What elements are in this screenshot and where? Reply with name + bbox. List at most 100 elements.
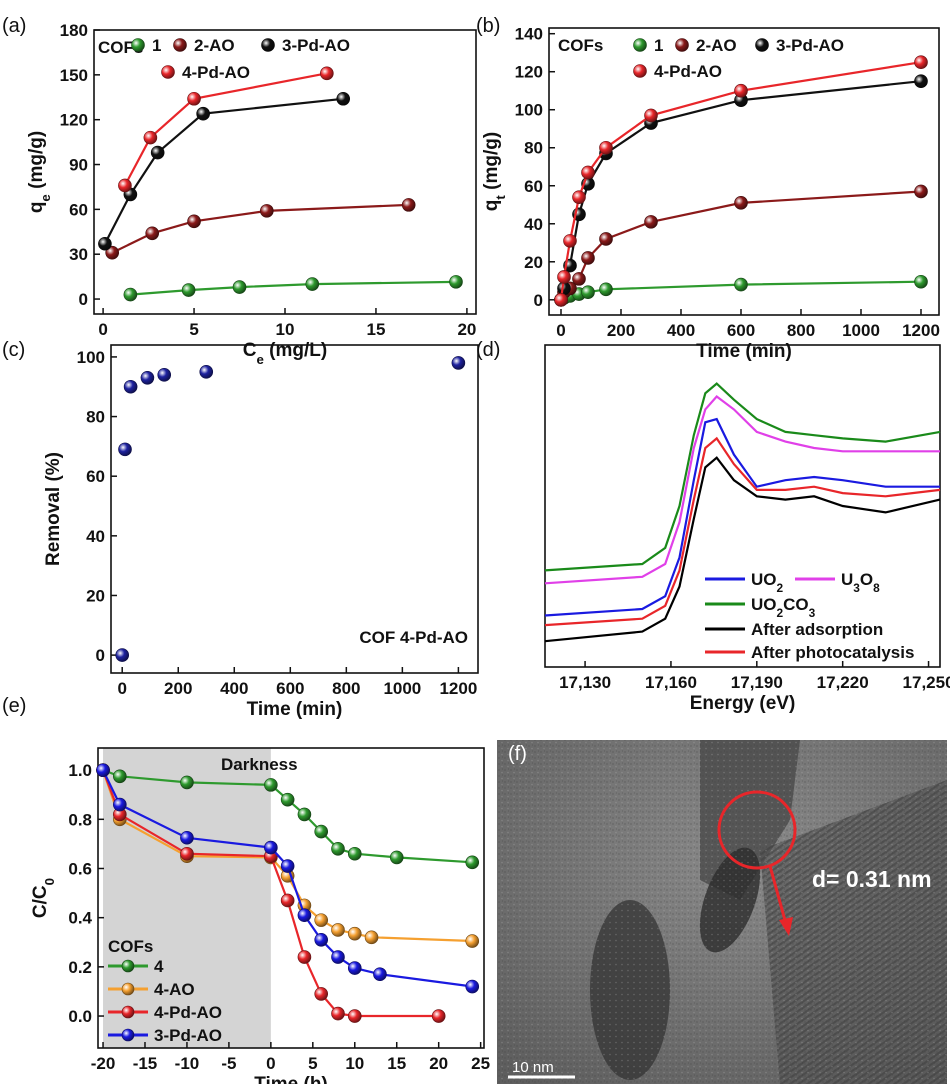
x-tick-label: 17,160 <box>645 673 697 692</box>
data-point <box>113 769 127 784</box>
x-tick-label: -20 <box>91 1054 116 1073</box>
data-point <box>145 226 160 241</box>
arrow <box>768 865 788 925</box>
fit-line <box>130 280 457 296</box>
y-tick-label: 60 <box>524 177 543 196</box>
legend-symbol <box>121 959 135 973</box>
plot-frame <box>548 27 940 316</box>
data-point <box>734 196 748 210</box>
legend-label: 4-Pd-AO <box>182 63 250 82</box>
data-point <box>280 859 295 873</box>
data-point <box>373 967 387 982</box>
y-tick-label: 0.2 <box>68 958 92 977</box>
y-axis-label-part: Removal (%) <box>43 452 64 566</box>
data-point <box>554 292 568 307</box>
x-axis-label: Time (min) <box>696 341 792 362</box>
data-point <box>347 926 362 941</box>
legend-symbol <box>173 38 187 52</box>
x-tick-label: 200 <box>164 679 192 698</box>
legend-title: COFs <box>108 937 153 956</box>
legend-label: 1 <box>654 36 663 55</box>
data-point <box>431 1009 446 1023</box>
x-axis-label-part: e <box>257 352 264 367</box>
arrow-head <box>779 917 793 936</box>
legend-label: 3-Pd-AO <box>154 1026 222 1045</box>
fit-line <box>103 97 344 245</box>
data-point <box>123 287 138 302</box>
x-tick-label: 0 <box>98 320 107 339</box>
x-tick-label: 17,250 <box>903 673 950 692</box>
y-tick-label: 20 <box>524 253 543 272</box>
legend-symbol <box>161 65 175 79</box>
data-point <box>336 91 351 106</box>
x-tick-label: 600 <box>727 321 755 340</box>
legend-label: 3-Pd-AO <box>282 36 350 55</box>
x-tick-label: 400 <box>220 679 248 698</box>
data-point <box>297 950 312 964</box>
data-point <box>465 855 480 870</box>
legend-label: 2-AO <box>696 36 737 55</box>
x-tick-label: 15 <box>387 1054 406 1073</box>
data-point <box>264 778 278 792</box>
data-point <box>572 190 586 204</box>
data-point <box>331 923 345 937</box>
x-axis-label-part: Time (min) <box>247 699 343 720</box>
data-point <box>734 277 748 292</box>
series-line <box>544 395 940 585</box>
y-tick-label: 60 <box>69 200 88 219</box>
fit-line <box>559 80 922 301</box>
legend-label: 3-Pd-AO <box>776 36 844 55</box>
legend-label-part: UO <box>751 595 777 614</box>
y-tick-label: 0.8 <box>68 810 92 829</box>
x-tick-label: 1000 <box>383 679 421 698</box>
y-tick-label: 80 <box>86 408 105 427</box>
y-tick-label: 120 <box>60 111 88 130</box>
legend-label: 4-AO <box>154 980 195 999</box>
data-point <box>347 846 362 861</box>
panel-label: (a) <box>2 15 26 37</box>
x-tick-label: 20 <box>429 1054 448 1073</box>
data-point <box>199 365 214 379</box>
x-tick-label: 20 <box>457 320 476 339</box>
y-tick-label: 60 <box>86 467 105 486</box>
y-tick-label: 0 <box>534 291 543 310</box>
data-point <box>331 950 345 964</box>
x-tick-label: -5 <box>221 1054 236 1073</box>
data-point <box>181 283 196 297</box>
x-tick-label: 400 <box>667 321 695 340</box>
y-axis-label-part: C/C <box>30 885 51 918</box>
data-point <box>180 775 194 790</box>
y-axis-label-part: 0 <box>42 878 57 885</box>
y-tick-label: 40 <box>86 527 105 546</box>
legend-symbol <box>261 38 275 52</box>
series-line <box>544 417 940 617</box>
y-tick-label: 30 <box>69 245 88 264</box>
legend-symbol <box>755 38 769 52</box>
tem-image: d= 0.31 nm 10 nm (f) <box>497 740 947 1084</box>
data-point <box>914 74 928 89</box>
y-axis-label-part: t <box>493 195 508 200</box>
x-tick-label: 0 <box>266 1054 275 1073</box>
plot-frame <box>97 747 485 1049</box>
y-tick-label: 0.6 <box>68 859 92 878</box>
data-point <box>914 55 928 70</box>
data-point <box>599 140 613 155</box>
y-tick-label: 120 <box>515 63 543 82</box>
y-tick-label: 100 <box>77 348 105 367</box>
data-point <box>581 251 595 265</box>
data-point <box>331 1006 345 1021</box>
legend-label: 4-Pd-AO <box>654 62 722 81</box>
x-tick-label: -10 <box>175 1054 200 1073</box>
data-point <box>465 934 480 948</box>
legend-label-part: U <box>841 570 853 589</box>
series-line <box>544 382 941 572</box>
data-point <box>389 850 404 865</box>
x-tick-label: 17,220 <box>817 673 869 692</box>
plot-frame <box>544 344 941 668</box>
x-tick-label: 17,130 <box>559 673 611 692</box>
data-point <box>734 83 748 98</box>
y-axis-label: Removal (%) <box>43 452 64 566</box>
data-point <box>449 275 463 289</box>
x-axis-label-part: Time (min) <box>696 341 792 362</box>
x-axis-label-part: C <box>243 340 257 361</box>
